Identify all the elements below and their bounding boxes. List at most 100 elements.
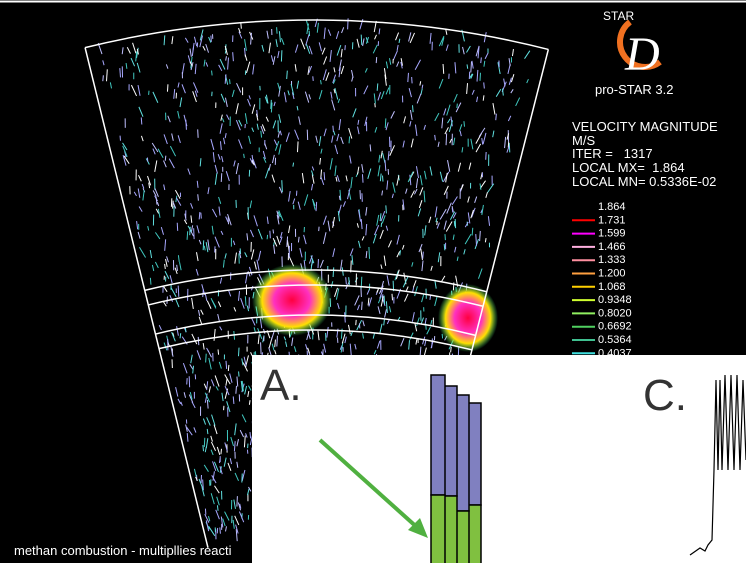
- logo-product: pro-STAR 3.2: [595, 82, 674, 97]
- vector: [467, 64, 468, 68]
- screenshot: D STAR pro-STAR 3.2 VELOCITY MAGNITUDE M…: [0, 0, 746, 563]
- local-min: LOCAL MN= 0.5336E-02: [572, 174, 716, 189]
- vector: [244, 154, 245, 158]
- vector: [218, 349, 219, 354]
- vector: [211, 36, 212, 42]
- vector: [333, 126, 334, 132]
- vector: [480, 231, 481, 241]
- iteration: ITER = 1317: [572, 146, 653, 161]
- vector: [362, 302, 363, 310]
- vector: [207, 429, 208, 434]
- legend-level: 0.6692: [598, 321, 632, 333]
- logo-brand: STAR: [603, 9, 634, 23]
- vector: [452, 208, 453, 213]
- vector: [298, 237, 299, 243]
- vector: [454, 221, 455, 226]
- vector: [385, 118, 386, 128]
- vector: [423, 252, 424, 259]
- vector: [293, 163, 294, 167]
- legend-level: 1.864: [598, 201, 626, 213]
- vector: [386, 205, 387, 213]
- vector: [187, 231, 188, 240]
- vector: [316, 202, 317, 211]
- vector: [141, 117, 142, 124]
- vector: [362, 174, 363, 183]
- vector: [345, 312, 346, 322]
- vector: [120, 68, 121, 77]
- vector: [203, 240, 204, 250]
- vector: [228, 365, 229, 371]
- vector: [377, 83, 378, 90]
- vector: [198, 194, 199, 200]
- vector: [233, 396, 234, 403]
- vector: [430, 296, 431, 300]
- vector: [273, 229, 274, 233]
- vector: [435, 135, 436, 140]
- vector: [481, 57, 482, 63]
- legend-level: 0.9348: [598, 294, 632, 306]
- inset-panel: A. C.: [252, 355, 746, 563]
- vector: [206, 354, 207, 363]
- vector: [180, 333, 181, 338]
- vector: [236, 386, 237, 394]
- vector: [150, 278, 151, 285]
- vector: [221, 173, 222, 182]
- vector: [238, 348, 239, 357]
- vector: [178, 286, 179, 297]
- bar-top: [431, 375, 445, 495]
- vector: [392, 294, 393, 300]
- stacked-bars: [431, 375, 481, 563]
- vector: [333, 267, 334, 277]
- vector: [451, 347, 452, 353]
- hot-spot: [438, 284, 498, 352]
- vector: [233, 52, 234, 61]
- legend-level: 0.5364: [598, 334, 632, 346]
- legend-level: 1.333: [598, 254, 626, 266]
- panel-label: C.: [643, 371, 687, 420]
- vector: [496, 114, 497, 121]
- vector: [349, 136, 350, 143]
- vector: [165, 156, 166, 161]
- legend-level: 1.068: [598, 281, 626, 293]
- vector: [443, 64, 444, 74]
- legend-level: 1.599: [598, 228, 626, 240]
- vector: [271, 103, 272, 113]
- logo-letter: D: [624, 28, 660, 81]
- vector: [297, 141, 298, 152]
- legend-level: 1.466: [598, 241, 626, 253]
- bar-bottom: [431, 495, 445, 563]
- vector: [281, 50, 282, 61]
- caption: methan combustion - multipllies reacti: [14, 543, 232, 558]
- local-max: LOCAL MX= 1.864: [572, 160, 685, 175]
- vector: [103, 75, 104, 81]
- vector: [277, 336, 278, 347]
- vector: [164, 35, 165, 45]
- vector: [369, 247, 370, 259]
- vector: [212, 71, 213, 76]
- vector: [217, 505, 218, 511]
- vector: [250, 432, 251, 438]
- panel-label: A.: [260, 361, 302, 410]
- vector: [464, 121, 465, 127]
- vector: [226, 361, 227, 369]
- vector: [287, 71, 288, 79]
- vector: [324, 172, 325, 180]
- vector: [408, 73, 409, 82]
- legend-level: 1.200: [598, 268, 626, 280]
- vector: [282, 180, 283, 192]
- vector: [249, 400, 250, 405]
- vector: [199, 212, 200, 219]
- vector: [509, 143, 510, 152]
- vector: [220, 527, 221, 533]
- vector: [165, 264, 166, 269]
- vector: [207, 400, 208, 409]
- vector: [444, 244, 445, 250]
- vector: [346, 277, 347, 284]
- vector: [485, 238, 486, 242]
- legend-level: 1.731: [598, 214, 626, 226]
- vector: [245, 296, 246, 306]
- vector: [230, 79, 231, 84]
- vector: [446, 133, 447, 145]
- legend-level: 0.8020: [598, 307, 632, 319]
- vector: [221, 449, 222, 454]
